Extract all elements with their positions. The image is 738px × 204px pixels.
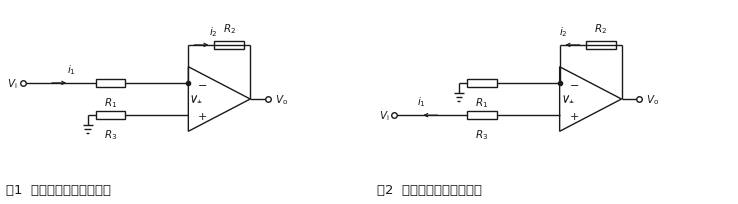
- Text: $i_2$: $i_2$: [559, 25, 568, 39]
- Text: $i_2$: $i_2$: [210, 25, 218, 39]
- Bar: [95, 79, 125, 88]
- Text: $V_+$: $V_+$: [190, 93, 204, 106]
- Text: $-$: $-$: [197, 79, 207, 89]
- Text: $V_+$: $V_+$: [562, 93, 575, 106]
- Text: 图2  同相放大器电路原理图: 图2 同相放大器电路原理图: [377, 183, 482, 196]
- Bar: [585, 41, 615, 50]
- Text: $V_-$: $V_-$: [562, 93, 575, 103]
- Text: $i_1$: $i_1$: [416, 95, 425, 109]
- Text: $V_{\rm o}$: $V_{\rm o}$: [275, 93, 289, 106]
- Text: $R_3$: $R_3$: [475, 128, 489, 141]
- Text: $V_{\rm o}$: $V_{\rm o}$: [646, 93, 660, 106]
- Text: $V_{\rm i}$: $V_{\rm i}$: [7, 76, 18, 90]
- Text: $i_1$: $i_1$: [67, 63, 76, 76]
- Text: $V_-$: $V_-$: [190, 93, 204, 103]
- Text: $R_3$: $R_3$: [104, 128, 117, 141]
- Text: $+$: $+$: [197, 110, 207, 121]
- Bar: [467, 111, 497, 120]
- Bar: [467, 79, 497, 88]
- Text: $R_1$: $R_1$: [475, 95, 489, 109]
- Text: $R_2$: $R_2$: [223, 22, 235, 36]
- Text: $+$: $+$: [568, 110, 579, 121]
- Bar: [95, 111, 125, 120]
- Text: $V_{\rm i}$: $V_{\rm i}$: [379, 109, 389, 122]
- Text: 图1  反相放大器电路原理图: 图1 反相放大器电路原理图: [6, 183, 111, 196]
- Bar: [214, 41, 244, 50]
- Text: $-$: $-$: [568, 79, 579, 89]
- Text: $R_1$: $R_1$: [104, 95, 117, 109]
- Text: $R_2$: $R_2$: [594, 22, 607, 36]
